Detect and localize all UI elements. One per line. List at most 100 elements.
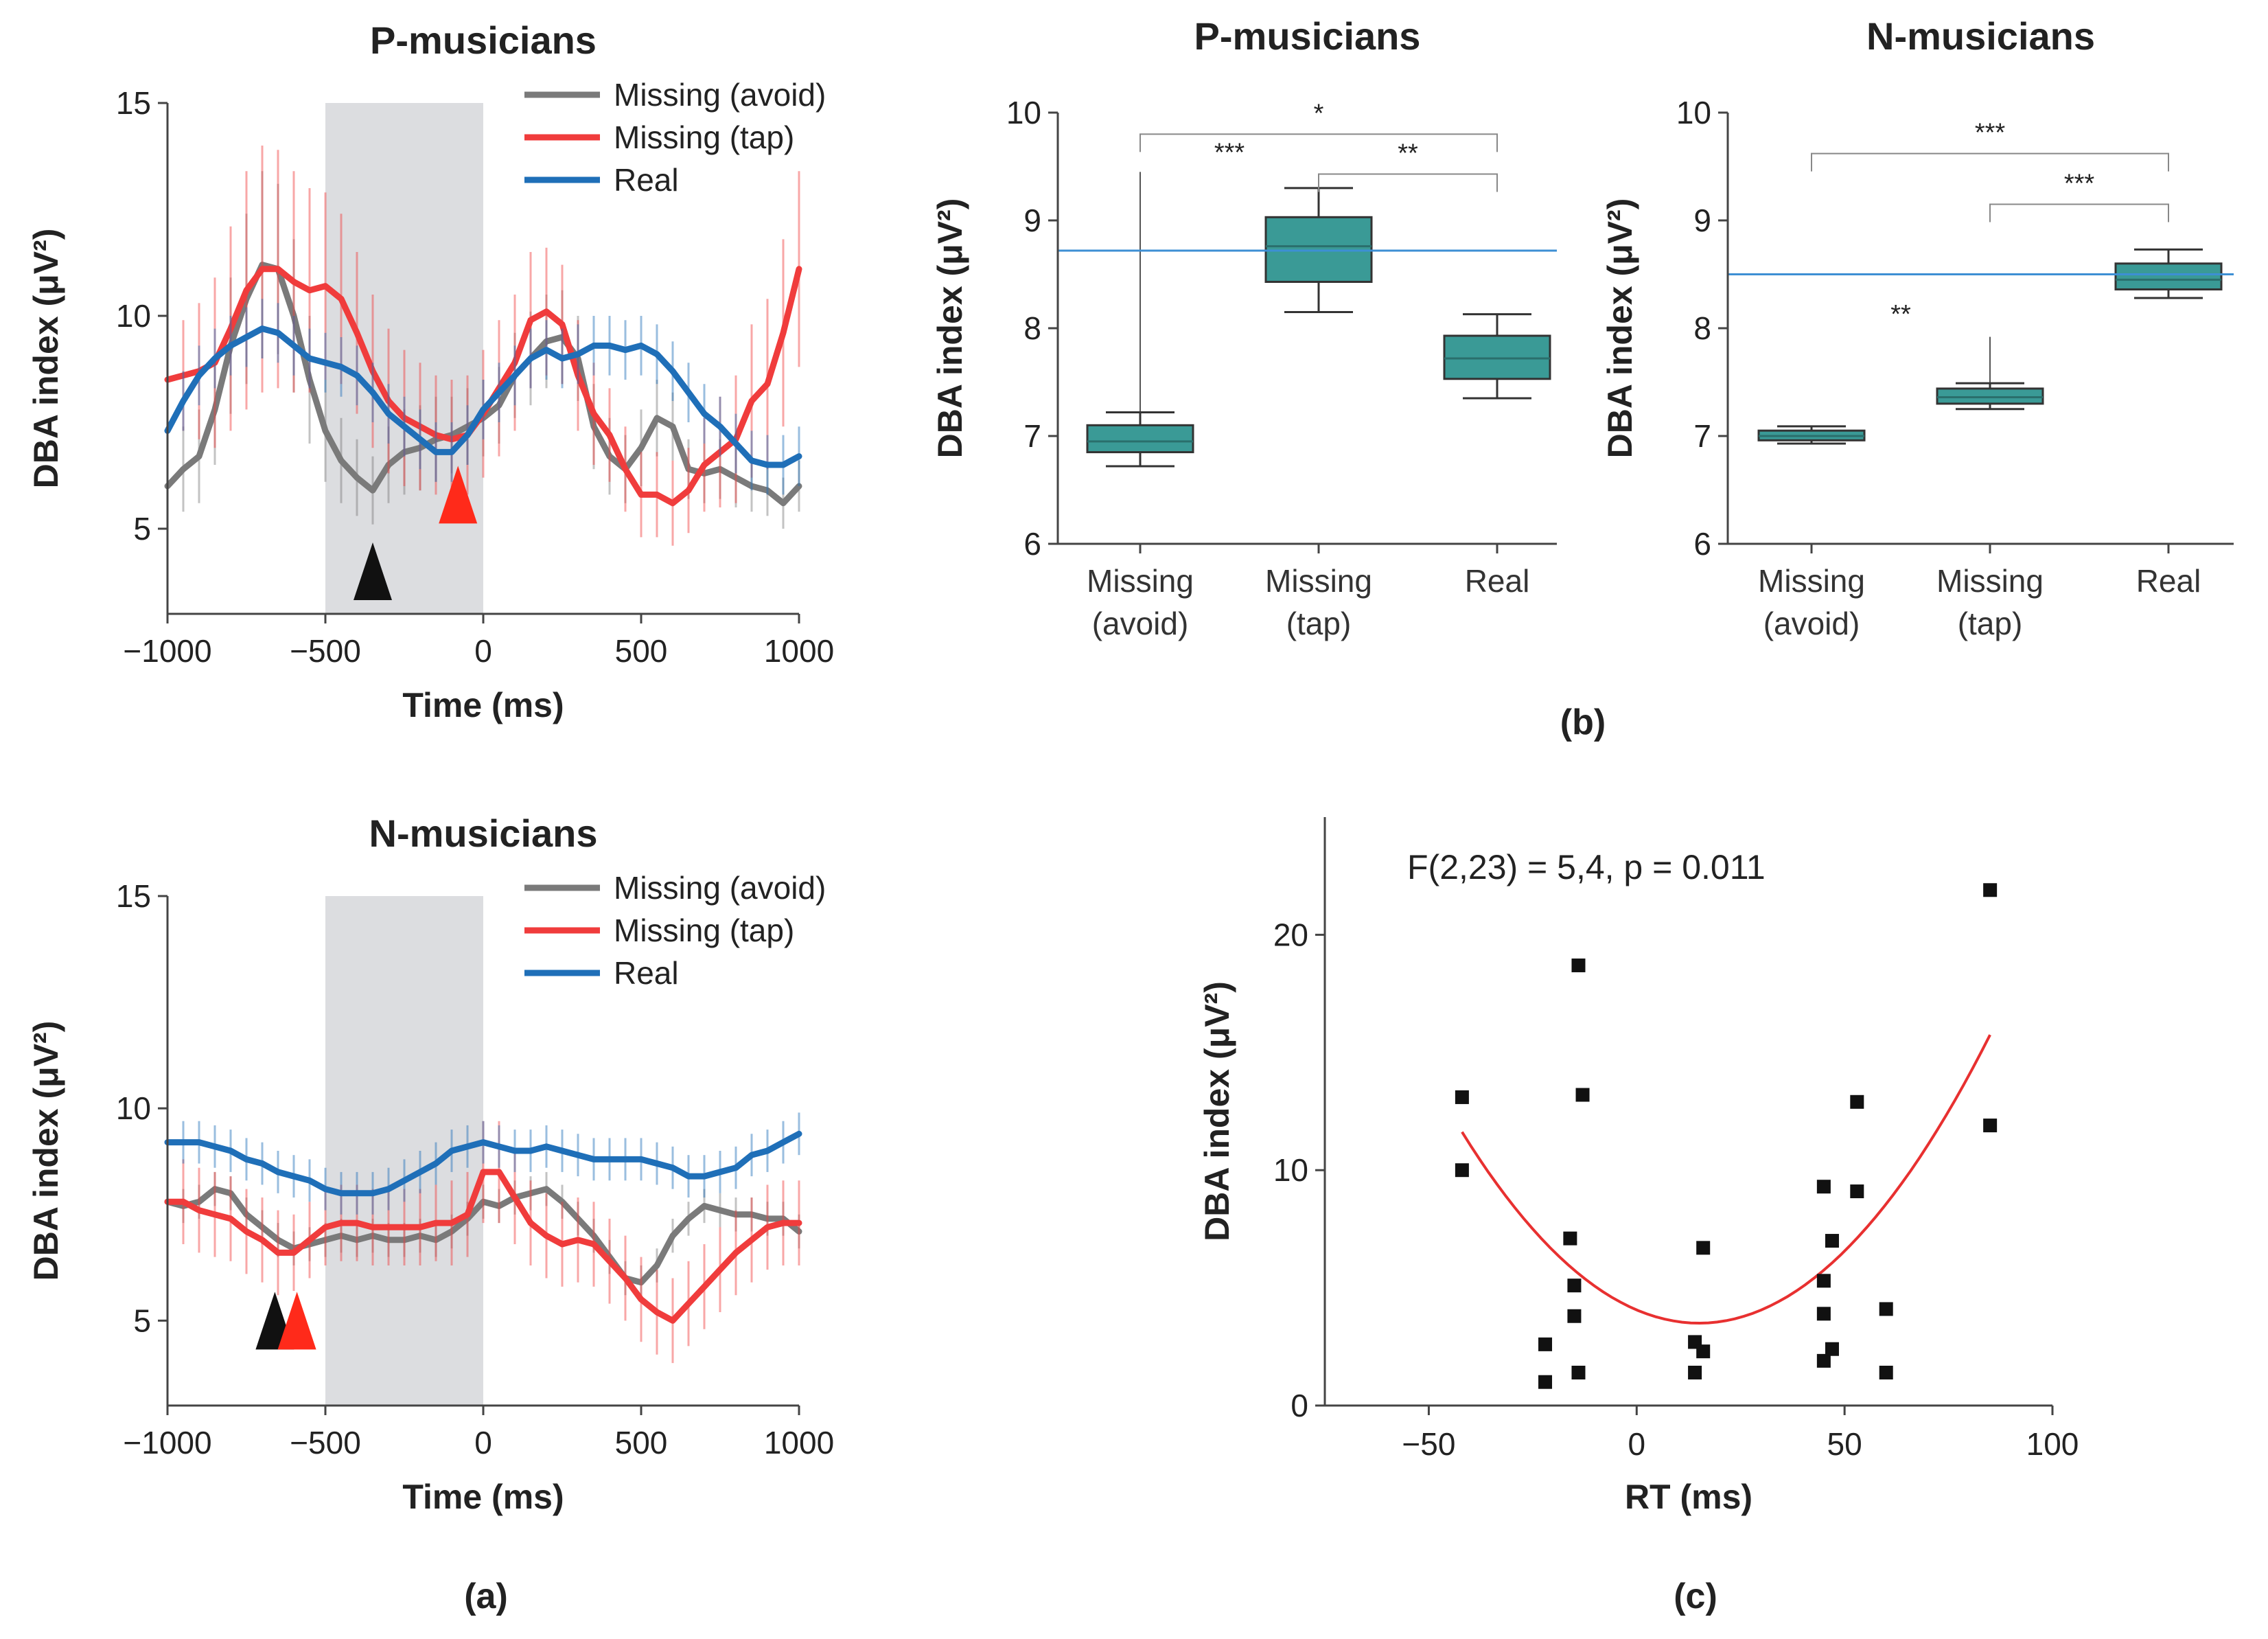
box (1936, 387, 2044, 405)
x-tick-label: 1000 (764, 1425, 834, 1460)
data-point (1567, 1279, 1582, 1293)
panel-a-n-musicians: −1000 −500 0 500 1000 5 10 15 N-musicians Time (m… (27, 812, 834, 1516)
significance-bracket (1139, 133, 1498, 152)
x-axis-label: RT (ms) (1625, 1478, 1752, 1516)
y-axis-label: DBA index (μV²) (27, 1021, 65, 1281)
y-tick-label: 20 (1273, 917, 1308, 952)
data-point (1816, 1307, 1831, 1321)
data-point (1850, 1184, 1864, 1199)
x-tick-label: 0 (474, 633, 492, 669)
box (1443, 334, 1551, 380)
y-tick-label: 10 (1273, 1152, 1308, 1188)
data-point (1455, 1163, 1469, 1178)
x-tick-label: 100 (2026, 1426, 2079, 1462)
x-tick-label: −1000 (123, 1425, 211, 1460)
significance-label: ** (1398, 139, 1418, 168)
x-tick-label: −500 (290, 633, 361, 669)
panel-b-p-musicians: Missing(avoid)Missing(tap)Real******6789… (931, 14, 1557, 641)
panel-label-c: (c) (1674, 1577, 1717, 1616)
y-tick-label: 5 (133, 511, 151, 547)
data-point (1696, 1241, 1711, 1255)
legend-label: Real (614, 955, 679, 991)
data-point (1538, 1375, 1553, 1389)
legend-label: Missing (avoid) (614, 77, 826, 113)
category-label: Missing (1936, 563, 2044, 599)
y-axis-label: DBA index (μV²) (931, 198, 969, 459)
category-label: Missing (1758, 563, 1865, 599)
data-point (1825, 1342, 1839, 1356)
data-point (1571, 1366, 1586, 1380)
data-point (1538, 1337, 1553, 1351)
data-point (1879, 1366, 1893, 1380)
significance-label: * (1314, 99, 1324, 128)
chart-title: P-musicians (370, 19, 597, 62)
panel-a-p-musicians: −1000 −500 0 500 1000 5 10 15 P-musicians Time (m… (27, 19, 834, 724)
x-tick-label: 0 (1628, 1426, 1645, 1462)
chart-title: P-musicians (1194, 14, 1421, 58)
significance-label: *** (2064, 169, 2095, 198)
fit-curve (1461, 1034, 1991, 1325)
panel-label-a: (a) (464, 1577, 508, 1616)
data-point (1850, 1094, 1864, 1109)
data-point (1816, 1274, 1831, 1288)
data-point (1455, 1090, 1469, 1104)
category-label: Real (1465, 563, 1530, 599)
y-tick-label: 10 (116, 1090, 151, 1126)
y-tick-label: 5 (133, 1303, 151, 1338)
x-tick-label: −50 (1402, 1426, 1455, 1462)
x-tick-label: 500 (615, 1425, 668, 1460)
shaded-window (325, 103, 483, 614)
significance-bracket (1811, 152, 2169, 172)
data-point (1879, 1302, 1893, 1316)
x-tick-label: 500 (615, 633, 668, 669)
y-tick-label: 8 (1023, 310, 1041, 346)
box (2114, 262, 2223, 290)
data-point (1688, 1366, 1702, 1380)
significance-bracket (1989, 203, 2169, 222)
y-tick-label: 10 (1006, 95, 1041, 130)
y-tick-label: 10 (116, 298, 151, 334)
series-line-0 (164, 1186, 802, 1286)
box (1264, 216, 1373, 283)
significance-label: *** (1214, 139, 1245, 168)
data-point (1825, 1234, 1839, 1248)
data-point (1571, 958, 1586, 972)
x-tick-label: 1000 (764, 633, 834, 669)
y-tick-label: 15 (116, 85, 151, 121)
data-point (1816, 1180, 1831, 1194)
fit-annotation: F(2,23) = 5,4, p = 0.011 (1407, 848, 1766, 886)
data-point (1575, 1088, 1590, 1102)
y-tick-label: 15 (116, 878, 151, 914)
y-tick-label: 7 (1693, 418, 1711, 454)
category-label: (avoid) (1092, 606, 1189, 641)
data-point (1983, 883, 1998, 897)
chart-title: N-musicians (369, 812, 598, 855)
onset-marker-1 (277, 1292, 316, 1350)
y-tick-label: 9 (1023, 203, 1041, 238)
legend-label: Missing (avoid) (614, 870, 826, 906)
y-tick-label: 7 (1023, 418, 1041, 454)
onset-marker-0 (354, 542, 392, 600)
y-tick-label: 9 (1693, 203, 1711, 238)
category-label: (tap) (1286, 606, 1352, 641)
data-point (1983, 1119, 1998, 1133)
chart-title: N-musicians (1866, 14, 2095, 58)
data-point (1816, 1353, 1831, 1368)
category-label: (avoid) (1763, 606, 1860, 641)
series-line-2 (164, 1130, 802, 1197)
significance-label: ** (1890, 300, 1911, 329)
data-point (1696, 1344, 1711, 1359)
series-line-1 (164, 1169, 802, 1324)
panel-b-n-musicians: Missing(avoid)Missing(tap)Real********67… (1601, 14, 2234, 641)
significance-bracket (1318, 173, 1498, 192)
y-tick-label: 6 (1023, 526, 1041, 562)
x-axis-label: Time (ms) (402, 686, 564, 724)
series-line-2 (164, 325, 802, 468)
category-label: Real (2136, 563, 2201, 599)
x-axis-label: Time (ms) (402, 1478, 564, 1516)
category-label: Missing (1087, 563, 1194, 599)
y-tick-label: 6 (1693, 526, 1711, 562)
y-tick-label: 8 (1693, 310, 1711, 346)
onset-marker-1 (439, 466, 478, 524)
